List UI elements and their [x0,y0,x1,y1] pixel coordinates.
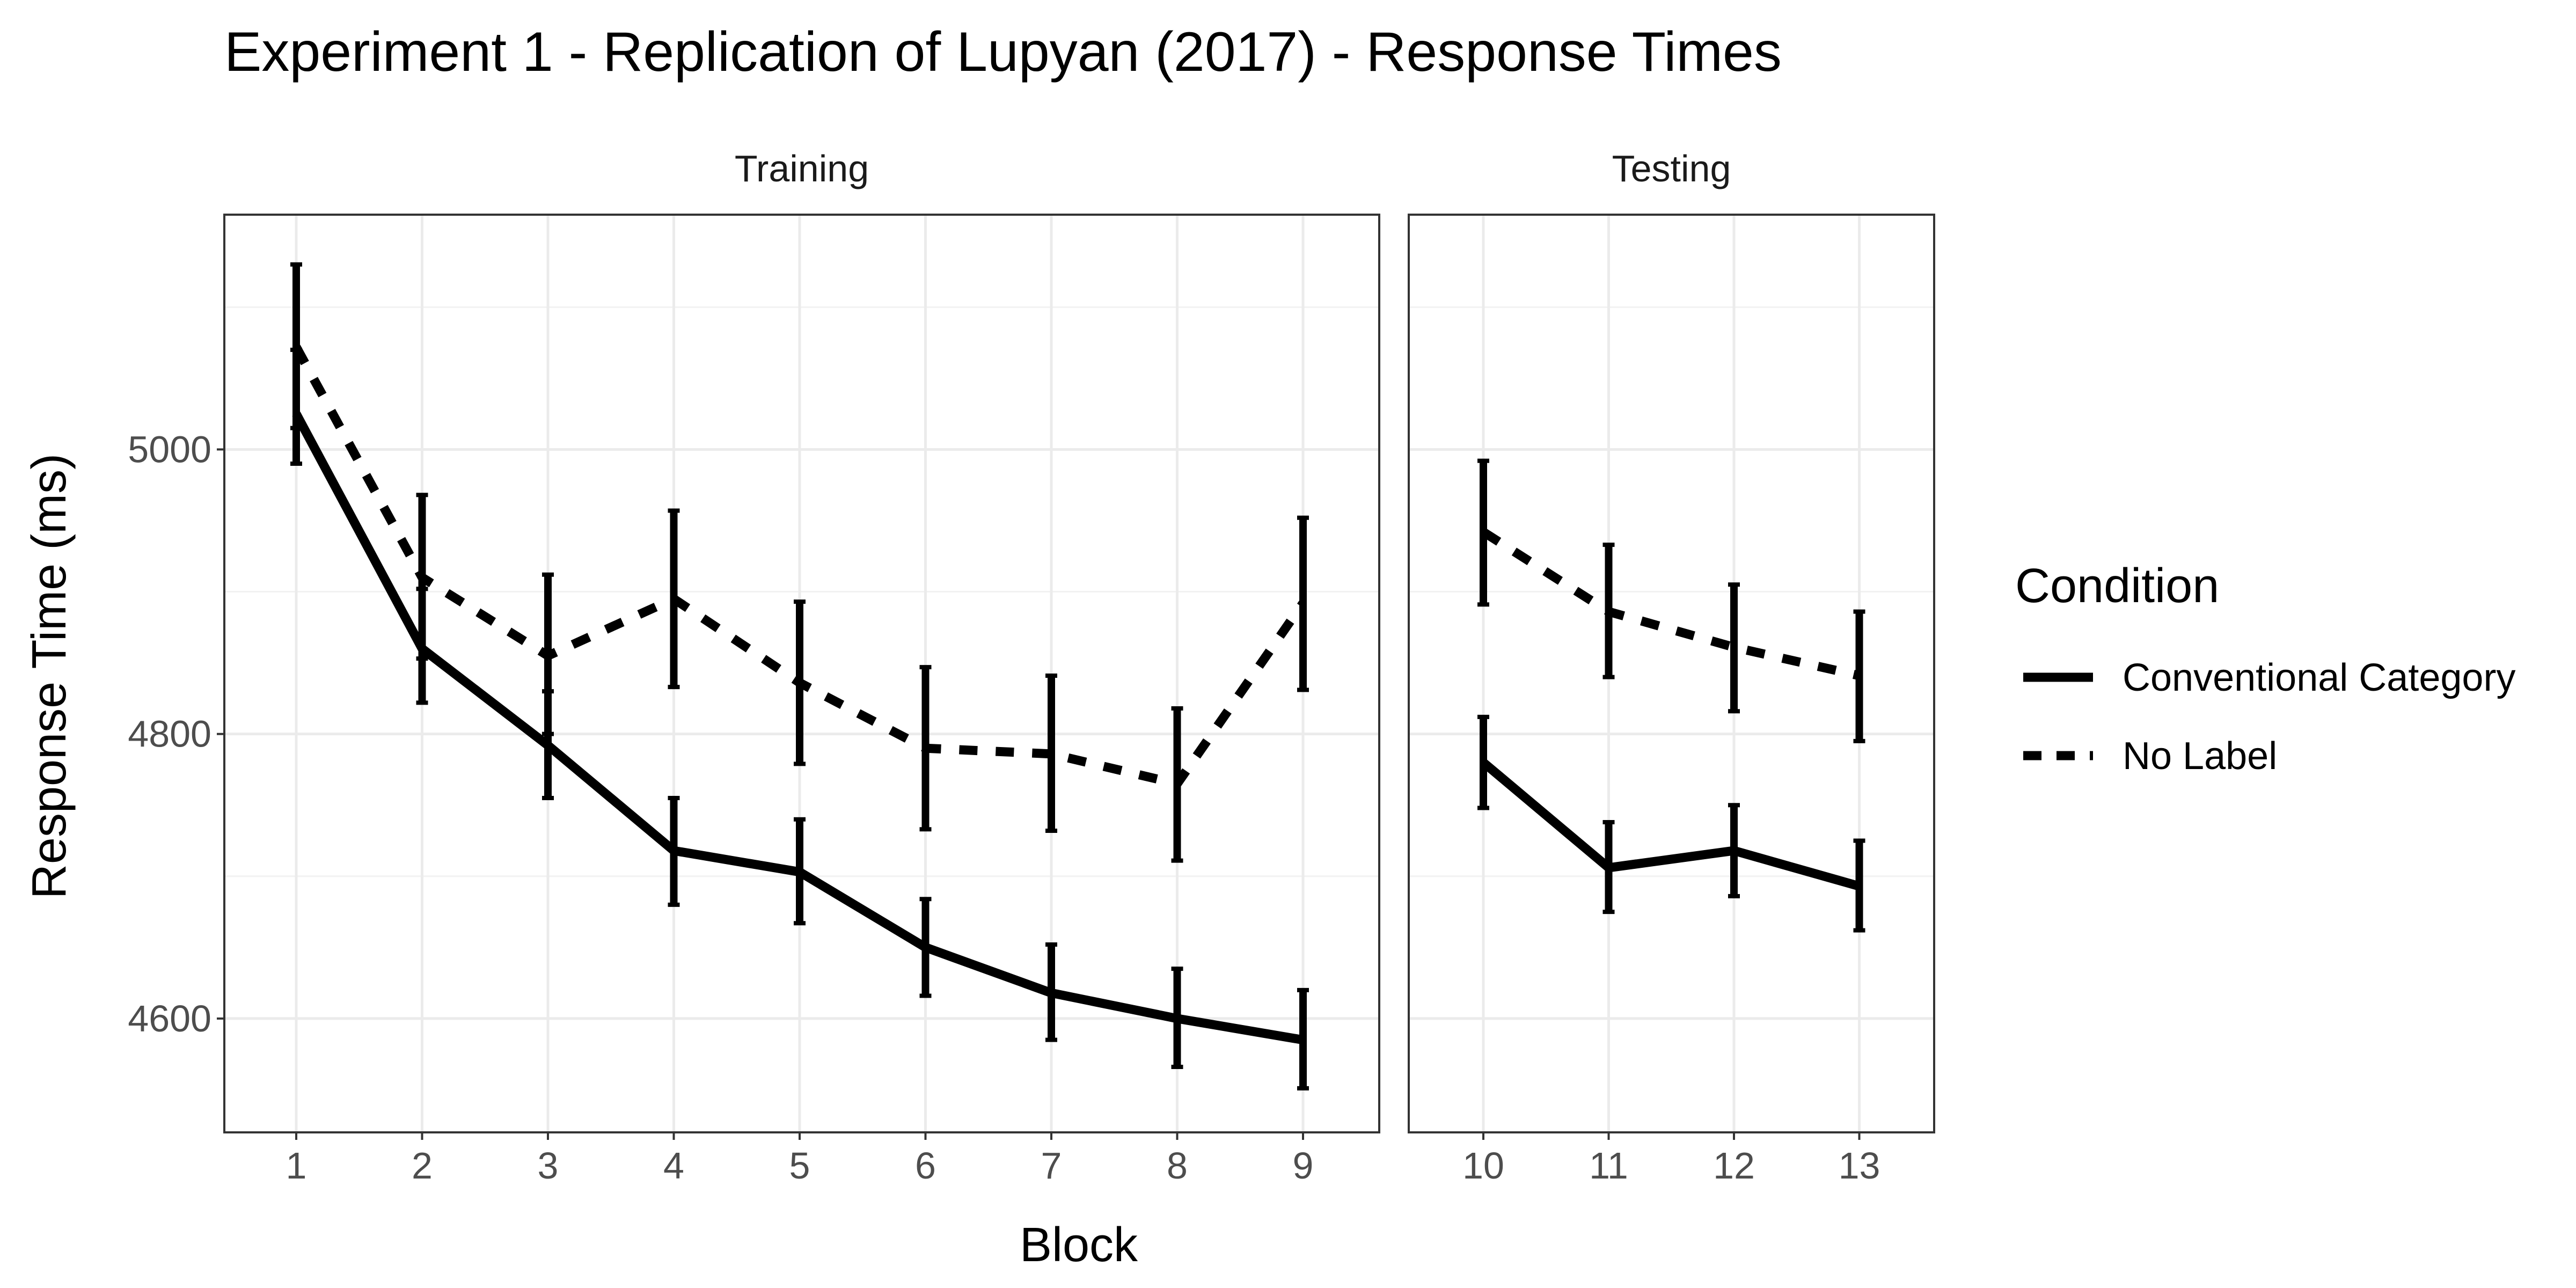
x-tick-label: 12 [1713,1145,1755,1187]
legend-label: Conventional Category [2123,656,2515,699]
panel-training: Training 1 2 3 4 5 6 7 8 9 [223,148,1380,1187]
data-point [1608,867,1609,868]
panel-strip-label: Training [735,148,869,189]
legend-label: No Label [2123,735,2277,778]
y-axis-title: Response Time (ms) [23,453,76,899]
x-tick-label: 10 [1462,1145,1504,1187]
data-point [925,947,926,948]
data-point [1858,885,1860,887]
x-tick-label: 3 [538,1145,559,1187]
x-tick-label: 13 [1839,1145,1880,1187]
y-tick-label: 4800 [128,713,211,755]
y-tick-label: 5000 [128,428,211,470]
data-point [296,346,297,348]
x-axis-title: Block [1020,1218,1138,1272]
panel-border [223,214,1380,1133]
legend: Condition Conventional Category No Label [2015,559,2515,778]
x-tick-label: 8 [1167,1145,1188,1187]
x-tick-label: 9 [1293,1145,1314,1187]
data-point [1051,992,1052,994]
x-tick-label: 2 [412,1145,433,1187]
series-line [1480,759,1861,891]
data-point [1176,783,1178,785]
data-point [1608,611,1609,612]
legend-items: Conventional Category No Label [2023,656,2515,778]
data-point [547,744,548,746]
chart-title: Experiment 1 - Replication of Lupyan (20… [224,21,1782,83]
data-point [1483,531,1484,533]
data-point [1302,602,1304,604]
data-point [1733,850,1735,852]
data-point [1176,1018,1178,1019]
data-point [1302,1039,1304,1041]
data-point [925,748,926,749]
x-tick-label: 11 [1589,1145,1628,1187]
data-point [1051,753,1052,755]
legend-title: Condition [2015,559,2219,613]
data-point [799,871,800,873]
x-tick-label: 5 [789,1145,810,1187]
panel-border [1408,214,1935,1133]
y-tick-label: 4600 [128,998,211,1040]
panel-testing: Testing 10 11 12 13 [1408,148,1935,1187]
series-line [1481,528,1861,680]
data-point [547,655,548,656]
x-tick-label: 7 [1041,1145,1062,1187]
data-point [673,598,675,599]
data-point [1483,762,1484,763]
x-tick-label: 6 [915,1145,936,1187]
x-tick-label: 1 [286,1145,307,1187]
data-point [1733,646,1735,648]
panel-strip-label: Testing [1612,148,1731,189]
data-point [799,682,800,684]
data-point [673,850,675,852]
x-tick-label: 4 [663,1145,684,1187]
data-point [421,577,423,579]
data-point [1858,675,1860,676]
